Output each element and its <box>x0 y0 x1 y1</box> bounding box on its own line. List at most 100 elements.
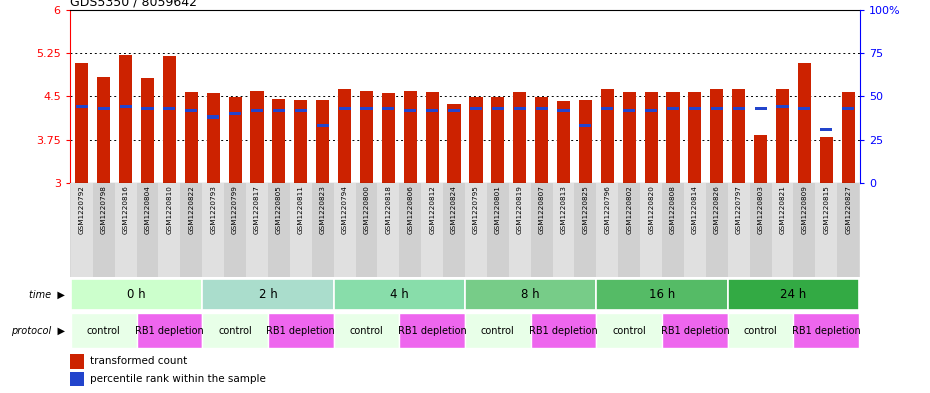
Bar <box>644 92 658 183</box>
Bar <box>596 279 728 310</box>
Text: GSM1220803: GSM1220803 <box>758 185 764 235</box>
Bar <box>75 63 88 183</box>
Text: GSM1220816: GSM1220816 <box>123 185 128 235</box>
Text: time  ▶: time ▶ <box>29 290 65 300</box>
Bar <box>662 313 728 348</box>
Bar <box>536 107 548 110</box>
Text: GSM1220806: GSM1220806 <box>407 185 413 235</box>
Text: GSM1220818: GSM1220818 <box>385 185 392 235</box>
Bar <box>71 183 93 277</box>
Bar <box>667 107 679 110</box>
Bar <box>513 92 526 183</box>
Bar <box>487 183 509 277</box>
Text: GSM1220817: GSM1220817 <box>254 185 260 235</box>
Bar <box>229 97 242 183</box>
Text: GSM1220807: GSM1220807 <box>538 185 545 235</box>
Bar <box>382 93 395 183</box>
Bar <box>728 183 750 277</box>
Text: GSM1220796: GSM1220796 <box>604 185 610 235</box>
Bar <box>596 313 662 348</box>
Text: GSM1220802: GSM1220802 <box>626 185 632 235</box>
Bar <box>509 183 531 277</box>
Bar <box>491 97 504 183</box>
Bar <box>513 107 525 110</box>
Text: GSM1220797: GSM1220797 <box>736 185 742 235</box>
Bar <box>272 108 285 112</box>
Text: 2 h: 2 h <box>259 288 277 301</box>
Text: control: control <box>481 325 514 336</box>
Text: GSM1220813: GSM1220813 <box>561 185 566 235</box>
Bar <box>754 107 766 110</box>
Text: control: control <box>86 325 121 336</box>
Bar <box>361 107 373 110</box>
Text: control: control <box>612 325 646 336</box>
Text: GSM1220805: GSM1220805 <box>276 185 282 235</box>
Bar <box>448 108 460 112</box>
Bar <box>339 107 351 110</box>
Bar <box>399 183 421 277</box>
Text: GSM1220801: GSM1220801 <box>495 185 501 235</box>
Bar <box>246 183 268 277</box>
Text: 4 h: 4 h <box>390 288 408 301</box>
Text: GSM1220811: GSM1220811 <box>298 185 304 235</box>
Text: GSM1220823: GSM1220823 <box>320 185 325 235</box>
Bar <box>842 92 855 183</box>
Bar <box>202 279 334 310</box>
Bar <box>557 108 569 112</box>
Text: 8 h: 8 h <box>522 288 540 301</box>
Bar <box>793 313 859 348</box>
Bar <box>272 99 286 183</box>
Bar <box>295 108 307 112</box>
Bar <box>843 107 855 110</box>
Bar <box>268 183 290 277</box>
Text: RB1 depletion: RB1 depletion <box>792 325 860 336</box>
Bar <box>334 183 355 277</box>
Bar <box>421 183 443 277</box>
Bar <box>623 108 635 112</box>
Bar <box>378 183 399 277</box>
Text: GSM1220809: GSM1220809 <box>802 185 807 235</box>
Text: 24 h: 24 h <box>780 288 806 301</box>
Text: GSM1220819: GSM1220819 <box>517 185 523 235</box>
Bar <box>316 124 328 127</box>
Text: GSM1220799: GSM1220799 <box>232 185 238 235</box>
Bar <box>164 107 176 110</box>
Bar <box>684 183 706 277</box>
Bar <box>355 183 378 277</box>
Bar <box>754 136 767 183</box>
Bar <box>575 183 596 277</box>
Bar <box>777 105 789 108</box>
Text: GSM1220826: GSM1220826 <box>714 185 720 235</box>
Bar <box>706 183 728 277</box>
Bar <box>772 183 793 277</box>
Bar <box>711 89 724 183</box>
Text: percentile rank within the sample: percentile rank within the sample <box>90 374 266 384</box>
Bar <box>229 112 241 115</box>
Bar <box>667 92 680 183</box>
Text: GSM1220794: GSM1220794 <box>341 185 348 235</box>
Bar <box>618 183 640 277</box>
Text: GSM1220820: GSM1220820 <box>648 185 654 235</box>
Bar <box>294 100 307 183</box>
Bar <box>71 279 202 310</box>
Bar <box>689 107 701 110</box>
Bar <box>443 183 465 277</box>
Bar <box>750 183 772 277</box>
Bar <box>535 97 548 183</box>
Bar <box>470 97 483 183</box>
Bar <box>71 313 137 348</box>
Bar <box>793 183 816 277</box>
Bar <box>185 92 198 183</box>
Bar <box>492 107 504 110</box>
Text: 16 h: 16 h <box>649 288 675 301</box>
Bar <box>579 124 591 127</box>
Text: GSM1220800: GSM1220800 <box>364 185 369 235</box>
Bar <box>531 183 552 277</box>
Bar <box>470 107 482 110</box>
Bar <box>250 90 263 183</box>
Text: GSM1220793: GSM1220793 <box>210 185 216 235</box>
Bar <box>202 313 268 348</box>
Bar <box>360 90 373 183</box>
Bar <box>798 63 811 183</box>
Bar <box>733 107 745 110</box>
